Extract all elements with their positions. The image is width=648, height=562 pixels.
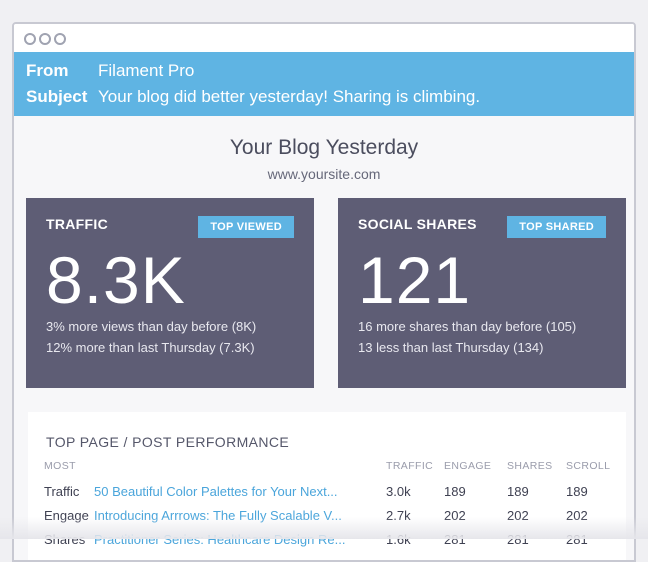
traffic-card: TRAFFIC TOP VIEWED 8.3K 3% more views th… [26, 198, 314, 388]
post-link[interactable]: 50 Beautiful Color Palettes for Your Nex… [94, 484, 338, 499]
status-badge: TOP SHARED [507, 216, 606, 238]
card-title: SOCIAL SHARES [358, 216, 477, 232]
subject-value: Your blog did better yesterday! Sharing … [98, 87, 481, 106]
subject-row: Subject Your blog did better yesterday! … [26, 84, 622, 110]
performance-title: TOP PAGE / POST PERFORMANCE [46, 434, 290, 450]
window-titlebar [14, 24, 634, 52]
card-title: TRAFFIC [46, 216, 108, 232]
status-badge: TOP VIEWED [198, 216, 294, 238]
shares-cell: 189 [507, 484, 529, 499]
window-maximize-icon[interactable] [54, 33, 66, 45]
from-label: From [26, 61, 69, 80]
card-line: 16 more shares than day before (105) [358, 319, 577, 334]
column-header: TRAFFIC [386, 460, 434, 472]
traffic-cell: 3.0k [386, 484, 411, 499]
performance-panel: TOP PAGE / POST PERFORMANCE MOST TRAFFIC… [28, 412, 626, 560]
column-header: SCROLL [566, 460, 611, 472]
card-line: 12% more than last Thursday (7.3K) [46, 340, 255, 355]
page-title: Your Blog Yesterday [229, 136, 419, 159]
email-body: Your Blog Yesterday www.yoursite.com TRA… [14, 116, 634, 560]
traffic-value: 8.3K [46, 243, 186, 317]
row-label: Traffic [44, 484, 80, 499]
bottom-fade [0, 517, 648, 539]
column-header: ENGAGE [444, 460, 492, 472]
social-shares-card: SOCIAL SHARES TOP SHARED 121 16 more sha… [338, 198, 626, 388]
shares-value: 121 [358, 243, 472, 317]
window-minimize-icon[interactable] [39, 33, 51, 45]
window-close-icon[interactable] [24, 33, 36, 45]
from-value: Filament Pro [98, 61, 195, 80]
subject-label: Subject [26, 87, 88, 106]
from-row: From Filament Pro [26, 58, 622, 84]
card-line: 3% more views than day before (8K) [46, 319, 257, 334]
email-header: From Filament Pro Subject Your blog did … [14, 52, 634, 116]
site-url: www.yoursite.com [267, 166, 381, 182]
column-header: SHARES [507, 460, 553, 472]
engage-cell: 189 [444, 484, 466, 499]
email-window: From Filament Pro Subject Your blog did … [12, 22, 636, 562]
card-line: 13 less than last Thursday (134) [358, 340, 544, 355]
column-header: MOST [44, 460, 76, 472]
scroll-cell: 189 [566, 484, 588, 499]
